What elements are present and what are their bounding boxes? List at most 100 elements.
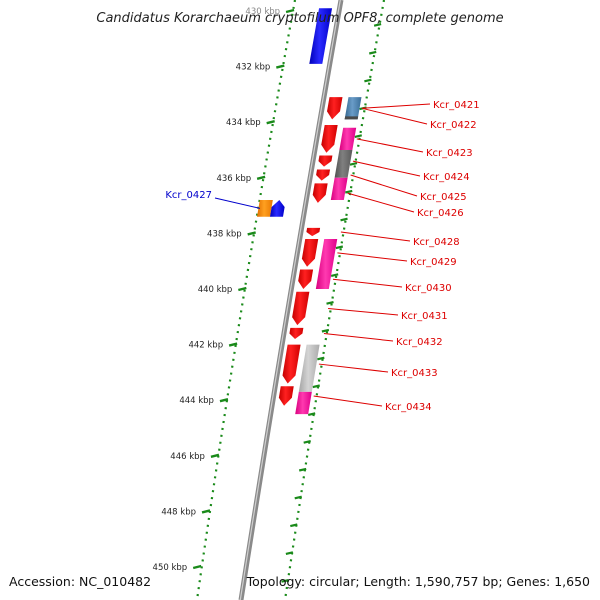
gene-labels: Kcr_0421 Kcr_0422 Kcr_0423 Kcr_0424 Kcr_0425…	[165, 100, 479, 413]
label-leader-line	[347, 192, 415, 213]
scale-tick-minor	[373, 23, 382, 27]
scale-tick-minor	[364, 78, 372, 83]
scale-tick-minor	[326, 301, 334, 305]
gene-arrow-kcr_0429	[301, 238, 319, 267]
scale-tick-minor	[307, 412, 316, 416]
gene-arrow-kcr_0421	[327, 97, 343, 120]
scale-tick-minor	[321, 328, 330, 333]
genome-backbone-highlight	[239, 0, 341, 600]
scale-tick-label: 442 kbp	[188, 341, 223, 351]
label-leader-line	[214, 197, 261, 209]
label-leader-line	[313, 395, 383, 407]
label-leader-line	[337, 252, 408, 262]
gene-label-kcr_0424: Kcr_0424	[423, 172, 470, 183]
scale-tick-major	[219, 398, 229, 403]
scale-tick-minor	[354, 134, 363, 138]
gene-label-kcr_0421: Kcr_0421	[433, 100, 480, 111]
label-leader-line	[352, 160, 421, 177]
scale-tick-label: 446 kbp	[170, 452, 205, 462]
gene-arrow-kcr_0432	[289, 327, 304, 340]
scale-tick-minor	[368, 50, 377, 55]
gene-label-kcr_0434: Kcr_0434	[385, 402, 432, 413]
cog-feature-lightgray	[298, 344, 320, 392]
gene-arrow-kcr_0428	[306, 227, 321, 237]
scale-tick-minor	[312, 384, 320, 389]
cog-feature-magenta	[339, 127, 357, 150]
cog-feature-kcr_0422	[344, 97, 362, 120]
scale-tick-label: 432 kbp	[236, 63, 271, 73]
dotted-ring-inner	[195, 0, 297, 600]
map-title: Candidatus Korarchaeum cryptofilum OPF8,…	[96, 11, 503, 26]
scale-tick-label: 436 kbp	[216, 174, 251, 184]
scale-tick-minor	[340, 217, 348, 222]
scale-tick-major	[228, 342, 238, 347]
scale-tick-label: 438 kbp	[207, 229, 242, 239]
label-leader-line	[356, 138, 424, 153]
genome-backbone	[238, 0, 344, 600]
cog-feature-gray	[334, 150, 353, 178]
label-leader-line	[350, 174, 418, 197]
scale-tick-major	[201, 509, 211, 514]
gene-arrow-kcr_0424	[318, 155, 333, 167]
scale-tick-major	[247, 231, 256, 236]
gene-label-kcr_0433: Kcr_0433	[391, 368, 438, 379]
scale-tick-minor	[345, 189, 353, 194]
scale-tick-minor	[317, 356, 325, 361]
scale-tick-label: 434 kbp	[226, 118, 261, 128]
scale-tick-minor	[303, 440, 311, 444]
label-leader-line	[323, 332, 394, 342]
gene-label-kcr_0432: Kcr_0432	[396, 337, 443, 348]
gene-arrow-kcr_0423	[321, 124, 338, 153]
cog-feature-magenta	[315, 238, 338, 289]
cog-feature-magenta	[330, 177, 348, 201]
scale-tick-major	[192, 564, 202, 570]
scale-tick-major	[285, 8, 295, 14]
label-leader-line	[328, 307, 399, 316]
scale-tick-minor	[349, 162, 358, 166]
gene-features	[256, 8, 362, 415]
cog-feature-shadow	[344, 116, 359, 120]
scale-tick-minor	[290, 523, 298, 528]
scale-ticks: 430 kbp 432 kbp 434 kbp 436 kbp 438 kbp 440 k…	[153, 7, 382, 583]
scale-tick-major	[266, 120, 275, 125]
gene-arrow-kcr_0431	[292, 291, 310, 326]
gene-label-kcr_0429: Kcr_0429	[410, 257, 457, 268]
scale-tick-minor	[281, 579, 289, 583]
scale-tick-major	[276, 64, 285, 69]
label-leader-line	[361, 107, 428, 125]
gene-arrow-kcr_0434	[278, 386, 294, 406]
scale-tick-minor	[330, 273, 339, 277]
scale-tick-label: 450 kbp	[153, 563, 188, 573]
gene-label-kcr_0427: Kcr_0427	[165, 190, 212, 201]
scale-tick-minor	[285, 551, 294, 555]
gene-label-kcr_0428: Kcr_0428	[413, 237, 460, 248]
cog-feature-orange	[256, 200, 273, 217]
gene-arrow-kcr_0426	[312, 183, 328, 203]
scale-tick-major	[210, 453, 220, 458]
cog-feature-magenta	[295, 391, 312, 415]
dotted-ring-outer	[283, 0, 386, 600]
scale-tick-minor	[298, 467, 307, 472]
forward-cds-feature	[309, 8, 333, 64]
label-leader-line	[362, 103, 431, 109]
scale-tick-minor	[335, 245, 344, 250]
accession-text: Accession: NC_010482	[9, 574, 151, 589]
scale-tick-major	[238, 286, 247, 292]
scale-tick-label: 430 kbp	[245, 7, 280, 17]
label-leader-line	[340, 231, 411, 242]
label-leader-line	[318, 363, 389, 373]
scale-tick-label: 444 kbp	[179, 396, 214, 406]
gene-label-kcr_0426: Kcr_0426	[417, 208, 464, 219]
gene-label-kcr_0423: Kcr_0423	[426, 148, 473, 159]
genome-summary-text: Topology: circular; Length: 1,590,757 bp…	[246, 574, 590, 589]
gene-arrow-kcr_0430	[298, 269, 314, 289]
gene-arrow-kcr_0433	[282, 344, 301, 384]
gene-arrow-kcr_0425	[316, 169, 331, 181]
gene-arrow-kcr_0427	[269, 200, 285, 217]
gene-label-kcr_0422: Kcr_0422	[430, 120, 477, 131]
scale-tick-minor	[294, 495, 302, 500]
scale-tick-major	[256, 175, 266, 180]
scale-tick-label: 440 kbp	[198, 285, 233, 295]
gene-label-kcr_0431: Kcr_0431	[401, 311, 448, 322]
